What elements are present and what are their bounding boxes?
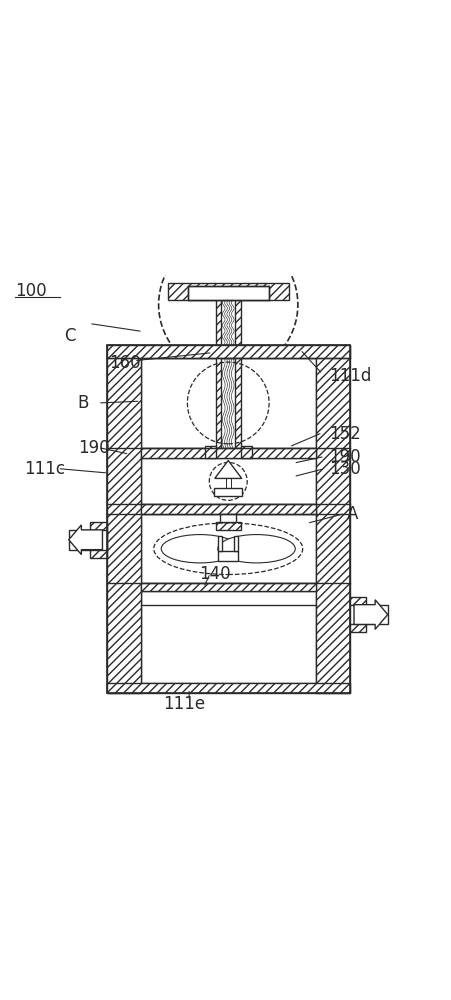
Text: 100: 100 xyxy=(15,282,46,300)
Bar xyxy=(140,514,315,583)
Bar xyxy=(90,543,107,558)
Bar xyxy=(218,551,238,561)
Bar xyxy=(140,591,315,683)
Bar xyxy=(140,504,315,514)
Bar xyxy=(204,446,216,458)
Bar xyxy=(107,345,349,358)
Text: 190: 190 xyxy=(329,448,360,466)
Bar xyxy=(349,618,366,632)
Bar xyxy=(140,358,315,448)
Bar xyxy=(140,583,315,591)
Bar xyxy=(234,536,238,551)
Bar xyxy=(349,605,387,624)
Bar xyxy=(167,283,288,300)
Text: A: A xyxy=(346,505,358,523)
Polygon shape xyxy=(214,460,241,478)
Bar xyxy=(90,522,107,537)
Bar xyxy=(235,300,240,345)
Circle shape xyxy=(158,235,297,374)
Ellipse shape xyxy=(161,535,238,563)
Text: 160: 160 xyxy=(109,354,141,372)
Bar xyxy=(240,446,251,458)
Text: 111e: 111e xyxy=(163,695,205,713)
Bar xyxy=(188,286,268,300)
Polygon shape xyxy=(353,600,387,629)
Text: 190: 190 xyxy=(78,439,109,457)
Bar xyxy=(220,514,236,522)
Bar xyxy=(214,488,242,496)
Bar xyxy=(315,345,349,693)
Bar xyxy=(235,358,240,448)
Bar xyxy=(349,597,366,612)
Bar xyxy=(107,683,349,693)
Text: 140: 140 xyxy=(198,565,230,583)
Bar xyxy=(216,300,221,345)
Text: B: B xyxy=(78,394,89,412)
Text: 152: 152 xyxy=(329,425,360,443)
Ellipse shape xyxy=(217,535,295,563)
Bar xyxy=(107,345,140,693)
Polygon shape xyxy=(69,525,102,555)
Bar xyxy=(140,448,315,458)
Bar xyxy=(140,458,315,504)
Text: C: C xyxy=(64,327,76,345)
Bar xyxy=(215,522,240,530)
Bar xyxy=(216,358,221,448)
Text: 111c: 111c xyxy=(24,460,64,478)
Bar xyxy=(69,530,107,550)
Bar xyxy=(107,345,349,693)
Text: 130: 130 xyxy=(329,460,360,478)
Bar xyxy=(218,536,222,551)
Text: 111d: 111d xyxy=(329,367,371,385)
